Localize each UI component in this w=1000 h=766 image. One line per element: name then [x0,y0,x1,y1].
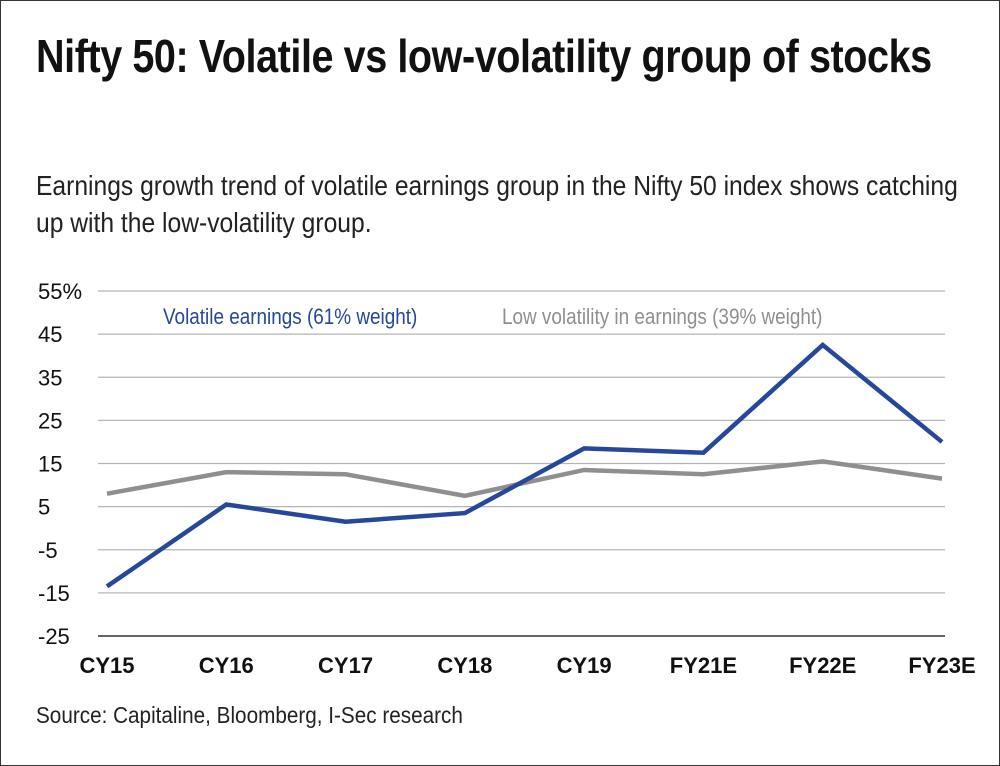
legend: Volatile earnings (61% weight) Low volati… [163,305,822,330]
y-tick-label: -5 [38,538,58,563]
y-tick-label: 25 [38,408,62,433]
y-tick-label: 5 [38,495,50,520]
chart-title: Nifty 50: Volatile vs low-volatility gro… [36,30,932,82]
legend-entry: Low volatility in earnings (39% weight) [502,305,822,330]
legend-entry: Volatile earnings (61% weight) [163,305,417,330]
chart-subtitle: Earnings growth trend of volatile earnin… [36,170,958,238]
x-tick-label: CY17 [318,653,373,678]
x-tick-label: FY21E [670,653,737,678]
x-tick-label: CY16 [199,653,254,678]
x-tick-label: FY23E [908,653,975,678]
y-tick-label: -25 [38,624,70,649]
y-tick-label: 35 [38,365,62,390]
series-lines [105,341,944,589]
x-tick-label: CY15 [79,653,134,678]
y-tick-label: 45 [38,322,62,347]
x-tick-label: FY22E [789,653,856,678]
y-axis-ticks: 55% 45 35 25 15 5 -5 -15 -25 [38,279,82,649]
x-tick-label: CY18 [437,653,492,678]
x-axis-ticks: CY15 CY16 CY17 CY18 CY19 FY21E FY22E FY23E [79,653,975,678]
y-tick-label: 15 [38,452,62,477]
source-note: Source: Capitaline, Bloomberg, I-Sec res… [36,702,463,728]
y-tick-label: 55% [38,279,82,304]
y-tick-label: -15 [38,581,70,606]
x-tick-label: CY19 [557,653,612,678]
series-line [105,341,944,589]
